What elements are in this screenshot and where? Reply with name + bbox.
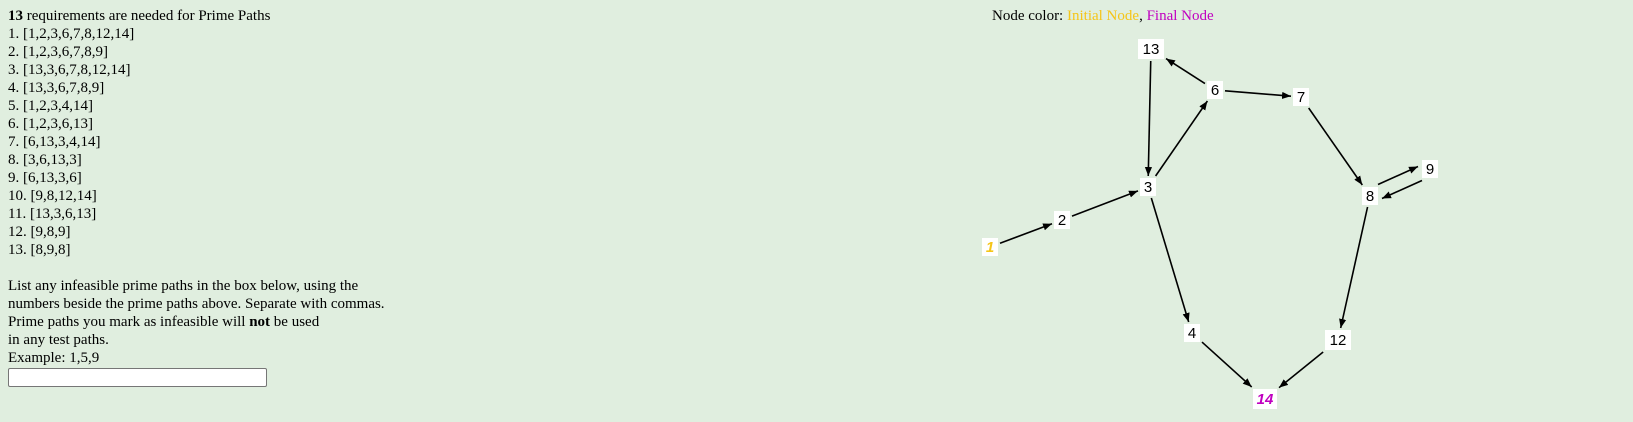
prime-path-item: 13. [8,9,8]: [8, 242, 71, 258]
prime-path-item: 7. [6,13,3,4,14]: [8, 134, 101, 150]
prime-path-item: 12. [9,8,9]: [8, 224, 71, 240]
requirements-summary: 13 requirements are needed for Prime Pat…: [8, 7, 568, 25]
node-box: [1293, 88, 1309, 106]
node-label: 2: [1058, 212, 1066, 229]
node-box: [1362, 187, 1378, 205]
node-label: 12: [1330, 332, 1347, 349]
infeasible-instructions: List any infeasible prime paths in the b…: [8, 277, 568, 367]
prime-path-item: 9. [6,13,3,6]: [8, 170, 82, 186]
node-label: 1: [986, 239, 994, 256]
legend-final-node: Final Node: [1146, 8, 1214, 24]
node-box: [982, 238, 998, 256]
node-box: [1207, 81, 1223, 99]
graph-node-6: 6: [1207, 81, 1223, 99]
graph-node-3: 3: [1140, 178, 1156, 196]
node-box: [1054, 211, 1070, 229]
node-box: [1325, 330, 1351, 350]
edge-6-to-7: [1224, 90, 1292, 100]
graph-node-4: 4: [1184, 324, 1200, 342]
node-label: 4: [1188, 325, 1196, 342]
requirements-summary-text: requirements are needed for Prime Paths: [23, 8, 271, 24]
prime-path-item: 3. [13,3,6,7,8,12,14]: [8, 62, 131, 78]
prime-path-item: 5. [1,2,3,4,14]: [8, 98, 93, 114]
instruction-text: be used: [270, 314, 320, 330]
edge-8-to-9: [1377, 165, 1419, 186]
edge-6-to-13: [1165, 57, 1206, 85]
graph-node-1: 1: [982, 238, 998, 256]
graph-node-8: 8: [1362, 187, 1378, 205]
requirements-count: 13: [8, 8, 23, 24]
instruction-line: in any test paths.: [8, 332, 109, 348]
prime-path-list: 1. [1,2,3,6,7,8,12,14] 2. [1,2,3,6,7,8,9…: [8, 25, 568, 259]
instruction-text: Prime paths you mark as infeasible will: [8, 314, 250, 330]
edge-4-to-14: [1201, 341, 1253, 388]
graph-node-14: 14: [1253, 389, 1277, 409]
node-box: [1253, 389, 1277, 409]
node-label: 13: [1143, 41, 1160, 58]
prime-path-item: 2. [1,2,3,6,7,8,9]: [8, 44, 108, 60]
node-label: 3: [1144, 179, 1152, 196]
graph-edges: [999, 57, 1423, 389]
graph-node-2: 2: [1054, 211, 1070, 229]
graph-node-13: 13: [1138, 39, 1164, 59]
infeasible-paths-input[interactable]: [8, 368, 267, 387]
example-text: Example: 1,5,9: [8, 350, 100, 366]
instruction-line: numbers beside the prime paths above. Se…: [8, 296, 385, 312]
edge-9-to-8: [1381, 179, 1423, 200]
prime-path-item: 4. [13,3,6,7,8,9]: [8, 80, 105, 96]
legend-separator: ,: [1139, 8, 1147, 24]
prime-path-item: 11. [13,3,6,13]: [8, 206, 97, 222]
edge-1-to-2: [999, 223, 1053, 244]
instruction-line: List any infeasible prime paths in the b…: [8, 278, 359, 294]
node-box: [1184, 324, 1200, 342]
edge-7-to-8: [1308, 107, 1363, 186]
edge-3-to-6: [1154, 100, 1209, 177]
node-label: 9: [1426, 161, 1434, 178]
graph-node-9: 9: [1422, 160, 1438, 178]
requirements-panel: 13 requirements are needed for Prime Pat…: [8, 7, 568, 387]
node-label: 14: [1257, 391, 1274, 408]
edge-2-to-3: [1071, 190, 1139, 217]
prime-path-item: 6. [1,2,3,6,13]: [8, 116, 93, 132]
node-color-legend: Node color: Initial Node, Final Node: [992, 7, 1214, 25]
edge-3-to-4: [1150, 197, 1190, 323]
instruction-line: Prime paths you mark as infeasible will …: [8, 313, 568, 331]
node-box: [1138, 39, 1164, 59]
node-box: [1422, 160, 1438, 178]
legend-prefix: Node color:: [992, 8, 1067, 24]
graph-node-7: 7: [1293, 88, 1309, 106]
legend-initial-node: Initial Node: [1066, 8, 1140, 24]
edge-13-to-3: [1144, 60, 1153, 177]
node-label: 7: [1297, 89, 1305, 106]
graph-node-12: 12: [1325, 330, 1351, 350]
prime-path-item: 1. [1,2,3,6,7,8,12,14]: [8, 26, 135, 42]
edge-12-to-14: [1278, 351, 1324, 389]
prime-path-item: 10. [9,8,12,14]: [8, 188, 97, 204]
node-label: 8: [1366, 188, 1374, 205]
node-box: [1140, 178, 1156, 196]
instruction-emphasis: not: [249, 314, 271, 330]
node-label: 6: [1211, 82, 1219, 99]
prime-path-item: 8. [3,6,13,3]: [8, 152, 82, 168]
edge-8-to-12: [1339, 206, 1369, 329]
